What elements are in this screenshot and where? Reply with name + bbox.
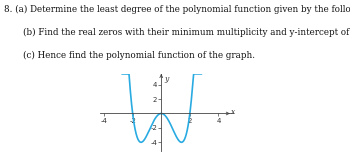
Text: (c) Hence find the polynomial function of the graph.: (c) Hence find the polynomial function o… — [12, 51, 255, 60]
Text: 8. (a) Determine the least degree of the polynomial function given by the follow: 8. (a) Determine the least degree of the… — [4, 5, 350, 14]
Text: x: x — [231, 108, 235, 116]
Text: (b) Find the real zeros with their minimum multiplicity and y-intercept of the g: (b) Find the real zeros with their minim… — [12, 28, 350, 37]
Text: y: y — [164, 75, 168, 83]
